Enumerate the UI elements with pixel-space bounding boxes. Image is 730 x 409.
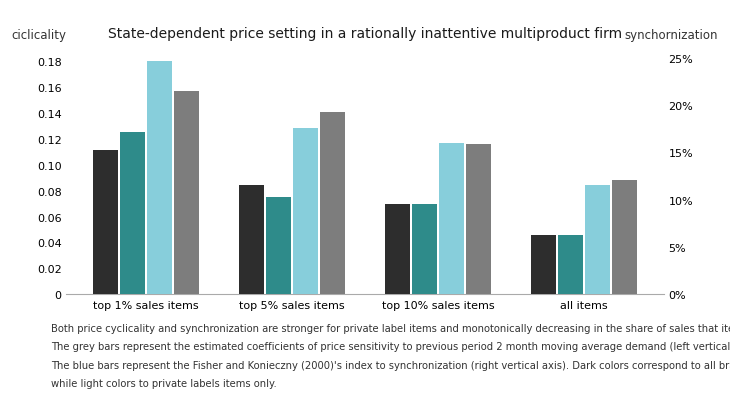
Bar (174, 92, 199, 294)
Text: while light colors to private labels items only.: while light colors to private labels ite… (51, 378, 277, 388)
Bar (93, 151, 118, 294)
Bar (120, 133, 145, 294)
Text: State-dependent price setting in a rationally inattentive multiproduct firm: State-dependent price setting in a ratio… (108, 27, 622, 40)
Bar (558, 235, 583, 294)
Bar (293, 129, 318, 294)
Text: The grey bars represent the estimated coefficients of price sensitivity to previ: The grey bars represent the estimated co… (51, 342, 730, 351)
Bar (531, 235, 556, 294)
Bar (385, 204, 410, 294)
Bar (412, 204, 437, 294)
Bar (466, 145, 491, 294)
Text: synchornization: synchornization (625, 29, 718, 42)
Text: The blue bars represent the Fisher and Konieczny (2000)'s index to synchronizati: The blue bars represent the Fisher and K… (51, 360, 730, 370)
Text: Both price cyclicality and synchronization are stronger for private label items : Both price cyclicality and synchronizati… (51, 323, 730, 333)
Bar (266, 198, 291, 294)
Bar (612, 181, 637, 294)
Bar (147, 62, 172, 294)
Text: ciclicality: ciclicality (12, 29, 67, 42)
Bar (585, 186, 610, 294)
Bar (239, 186, 264, 294)
Bar (320, 112, 345, 294)
Bar (439, 144, 464, 294)
